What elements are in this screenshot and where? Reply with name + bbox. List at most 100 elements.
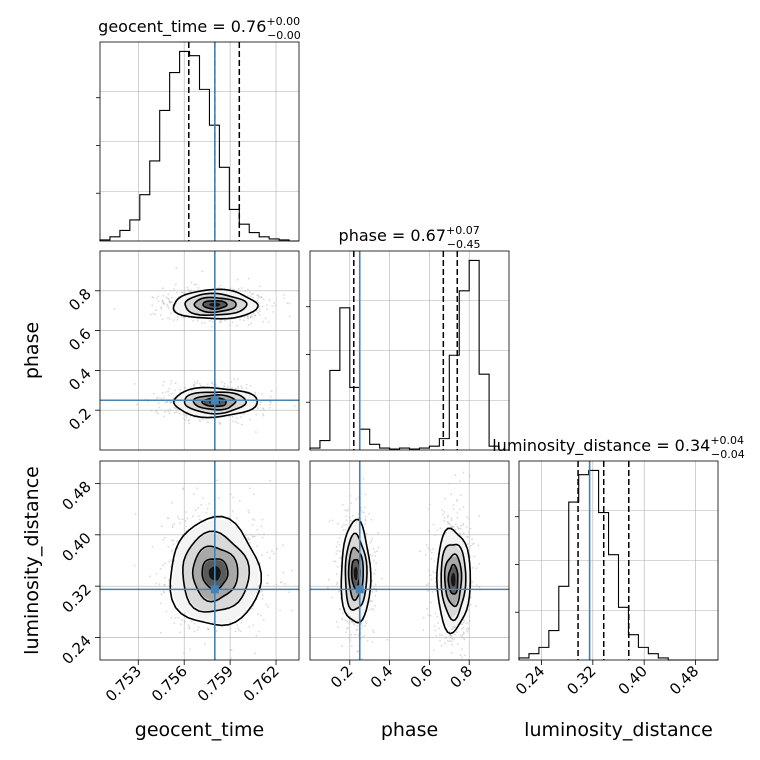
sample-point [235,417,238,419]
title-plus: +0.00 [266,15,300,28]
sample-point [171,501,174,504]
sample-point [160,593,163,596]
sample-point [151,304,154,306]
sample-point [347,508,350,511]
sample-point [452,508,455,510]
sample-point [381,577,384,580]
panel-content [310,461,509,660]
sample-point [377,546,380,549]
sample-point [279,609,281,612]
title-main: geocent_time = 0.76 [98,17,266,37]
sample-point [427,590,430,592]
sample-point [430,552,433,554]
sample-point [462,626,465,629]
sample-point [163,397,165,399]
sample-point [364,519,367,522]
sample-point [372,547,375,550]
sample-point [168,307,170,310]
sample-point [162,384,164,387]
sample-point [430,557,433,560]
sample-point [429,614,432,617]
sample-point [288,302,291,305]
hist-panel-luminosity_distance: luminosity_distance = 0.34+0.04 −0.04 [492,434,745,661]
title-minus: −0.45 [447,238,481,251]
sample-point [257,311,259,314]
sample-point [261,590,263,592]
hist-panel-phase: phase = 0.67+0.07 −0.45 [306,224,510,451]
sample-point [258,314,261,316]
sample-point [224,319,227,322]
sample-point [255,431,257,433]
sample-point [252,624,255,627]
sample-point [188,422,190,425]
sample-point [371,579,374,582]
sample-point [293,405,296,407]
sample-point [338,590,340,593]
sample-point [341,618,344,621]
sample-point [346,510,348,512]
sample-point [176,408,179,411]
sample-point [236,278,239,281]
sample-point [475,605,477,607]
sample-point [247,317,250,320]
sample-point [230,381,233,383]
density-contour [192,394,237,411]
sample-point [341,645,343,648]
sample-point [467,536,470,538]
y-tick-label: 0.8 [65,285,95,315]
sample-point [171,549,173,551]
density-fill [450,572,456,587]
sample-point [447,521,450,523]
sample-point [134,513,137,516]
sample-point [163,380,166,383]
sample-point [432,649,435,652]
sample-point [368,513,371,515]
sample-point [373,572,376,575]
sample-point [290,569,293,572]
sample-point [368,608,371,611]
sample-point [164,536,167,539]
sample-point [164,562,166,565]
sample-point [345,631,347,634]
sample-point [376,550,378,553]
sample-point [435,635,438,637]
sample-point [162,564,164,567]
sample-point [443,642,446,644]
sample-point [349,520,351,522]
sample-point [243,413,245,415]
sample-point [249,418,252,421]
sample-point [218,286,220,289]
sample-point [182,488,184,491]
sample-point [344,528,347,531]
sample-point [460,494,462,496]
sample-point [166,401,169,403]
sample-point [462,506,465,508]
sample-point [283,294,286,296]
sample-point [469,620,471,622]
sample-point [364,493,367,496]
sample-point [456,512,459,514]
sample-point [447,522,450,525]
sample-point [460,636,463,639]
sample-point [211,321,214,323]
sample-point [269,403,272,406]
density-contour [193,296,237,314]
sample-point [365,532,368,535]
sample-point [176,316,179,319]
sample-point [262,298,265,301]
sample-point [188,289,190,292]
sample-point [360,509,363,512]
sample-point [173,411,176,414]
sample-point [251,293,254,295]
sample-point [468,474,471,477]
sample-point [435,590,437,592]
scatter-panel-phase-vs-luminosity_distance-frame [309,460,510,661]
sample-point [471,580,473,583]
sample-point [371,641,374,643]
x-axis-label-geocent_time: geocent_time [135,719,264,741]
y-tick-label: 0.6 [65,325,95,355]
x-tick-label: 0.6 [407,662,437,692]
sample-point [236,378,239,381]
sample-point [187,419,190,422]
sample-point [157,295,159,298]
